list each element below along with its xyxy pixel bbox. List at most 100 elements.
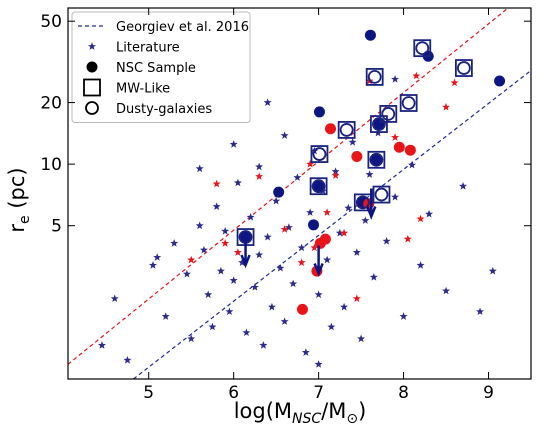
star-point xyxy=(327,322,336,331)
star-point xyxy=(352,248,361,256)
star-point xyxy=(450,78,459,87)
star-point xyxy=(361,216,370,224)
star-point xyxy=(323,255,332,264)
star-point xyxy=(229,276,238,284)
x-tick-label: 9 xyxy=(483,383,494,403)
square-point xyxy=(337,121,356,139)
star-point xyxy=(314,360,323,368)
star-point xyxy=(161,312,170,320)
star-point xyxy=(280,225,289,233)
open-circle-point xyxy=(311,179,326,194)
circle-point xyxy=(273,186,285,198)
open-circle-point xyxy=(85,101,99,115)
circle-point xyxy=(313,106,325,118)
y-axis-label: re (pc) xyxy=(5,167,33,232)
x-label-sub: NSC xyxy=(292,411,321,427)
circle-point xyxy=(404,144,416,156)
star-point xyxy=(208,322,217,331)
star-point xyxy=(255,250,264,259)
x-tick-label: 7 xyxy=(313,383,324,403)
legend-label: Dusty-galaxies xyxy=(116,102,212,117)
circle-point xyxy=(308,219,320,231)
y-tick-label: 10 xyxy=(40,155,62,175)
star-point xyxy=(250,283,259,291)
y-tick-label: 20 xyxy=(40,94,62,114)
star-point xyxy=(170,239,179,247)
open-circle-point xyxy=(372,117,386,131)
square-point xyxy=(413,39,432,58)
star-point xyxy=(310,243,319,252)
star-point xyxy=(221,239,230,247)
star-point xyxy=(459,182,468,190)
star-point xyxy=(352,294,361,303)
star-point xyxy=(276,263,285,272)
star-point xyxy=(416,214,425,223)
fit-line xyxy=(68,8,509,365)
open-circle-point xyxy=(367,70,382,84)
y-label-sub: e xyxy=(17,215,33,224)
star-point xyxy=(348,138,357,146)
square-point xyxy=(365,68,384,86)
square-point xyxy=(367,150,386,169)
star-point xyxy=(476,307,485,316)
star-point xyxy=(182,269,191,278)
open-circle-point xyxy=(374,187,389,202)
star-point xyxy=(391,75,400,83)
star-point xyxy=(289,279,298,288)
upper-limit-arrow xyxy=(240,237,251,269)
circle-point xyxy=(364,29,376,41)
star-point xyxy=(391,192,400,201)
star-point xyxy=(280,131,289,139)
circle-point xyxy=(351,150,363,162)
star-point xyxy=(442,286,451,295)
star-point xyxy=(225,307,234,316)
star-point xyxy=(88,42,96,50)
square-point xyxy=(83,78,101,97)
legend-label: MW-Like xyxy=(116,82,170,97)
open-circle-point xyxy=(369,152,384,167)
star-point xyxy=(416,261,425,269)
legend-label: Georgiev et al. 2016 xyxy=(116,20,249,35)
square-point xyxy=(372,185,391,204)
star-point xyxy=(306,208,315,216)
star-point xyxy=(280,317,289,325)
square-point xyxy=(310,145,329,163)
square-point xyxy=(379,105,398,123)
circle-point xyxy=(494,75,506,87)
y-tick-label: 50 xyxy=(40,12,62,32)
star-point xyxy=(297,243,306,252)
open-circle-point xyxy=(381,107,396,121)
star-point xyxy=(238,258,247,266)
plot-area xyxy=(68,8,531,379)
star-point xyxy=(314,290,323,299)
circle-point xyxy=(313,180,325,192)
x-label-part: log(M xyxy=(234,399,292,423)
x-label-part: /M xyxy=(321,399,346,423)
circle-point xyxy=(296,303,308,315)
star-point xyxy=(365,170,374,178)
star-point xyxy=(306,159,315,168)
legend: Georgiev et al. 2016 Literature NSC Sample… xyxy=(71,11,251,123)
circle-point xyxy=(370,154,382,166)
star-point xyxy=(187,255,196,264)
circle-point xyxy=(393,141,405,153)
open-circle-point xyxy=(339,123,354,137)
circle-point xyxy=(86,61,98,73)
square-point xyxy=(370,115,388,133)
open-circle-point xyxy=(456,61,471,75)
open-circle-point xyxy=(415,41,430,56)
star-point xyxy=(272,196,281,205)
star-point xyxy=(233,248,242,256)
square-point xyxy=(399,94,418,112)
star-point xyxy=(199,245,208,254)
star-point xyxy=(246,213,255,221)
star-point xyxy=(229,140,238,148)
open-circle-point xyxy=(401,96,416,110)
x-tick-label: 5 xyxy=(143,383,154,403)
star-point xyxy=(340,228,349,237)
y-tick-label: 5 xyxy=(51,217,62,237)
star-point xyxy=(259,341,268,349)
star-point xyxy=(263,98,272,106)
star-point xyxy=(293,173,302,181)
